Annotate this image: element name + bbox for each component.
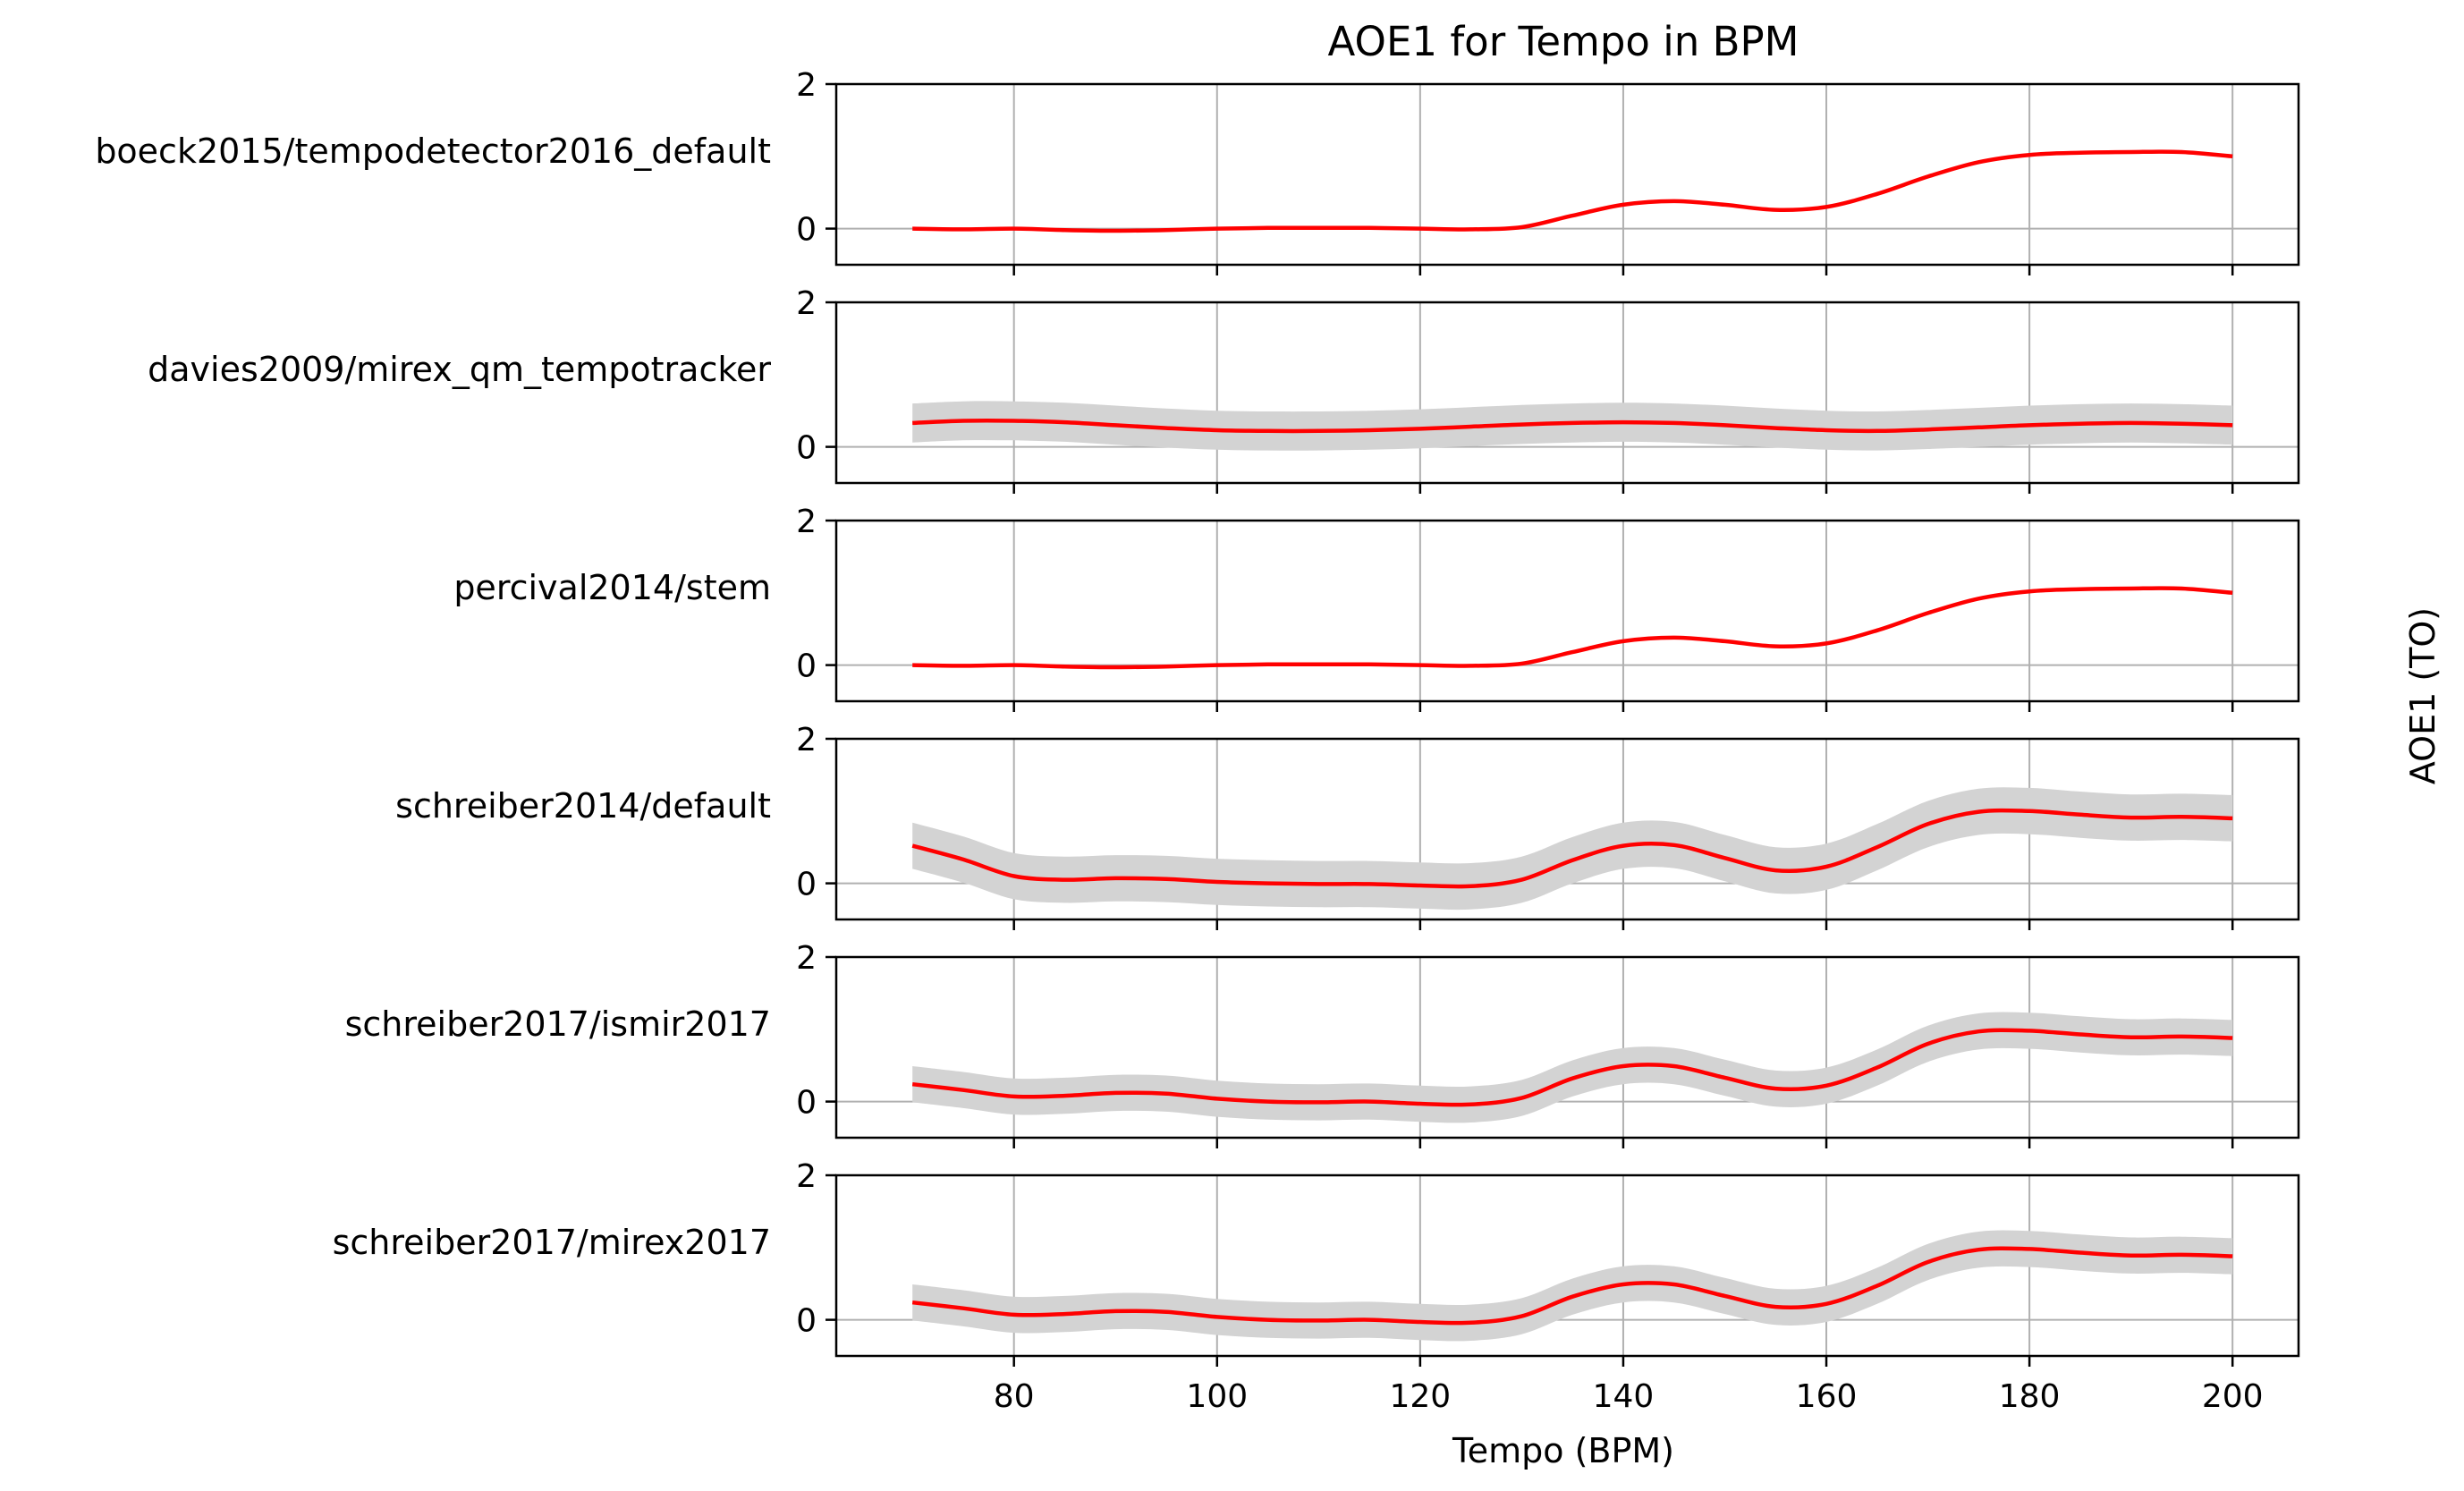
x-tick-label: 100 [1186, 1378, 1248, 1415]
panel-frame [834, 1173, 2300, 1358]
series-line [912, 149, 2233, 233]
y-tick-label: 2 [796, 940, 817, 977]
panel-label: davies2009/mirex_qm_tempotracker [148, 350, 771, 389]
confidence-band [912, 787, 2233, 911]
x-axis-label: Tempo (BPM) [1452, 1431, 1674, 1470]
x-tick-label: 180 [1999, 1378, 2061, 1415]
chart-title: AOE1 for Tempo in BPM [1328, 18, 1799, 65]
panels-group: 02boeck2015/tempodetector2016_default02d… [95, 67, 2300, 1415]
panel-label: schreiber2017/ismir2017 [345, 1004, 771, 1044]
panel: 0 2 schreiber2014/default [395, 722, 2300, 930]
y-tick-label: 2 [796, 722, 817, 758]
confidence-band [912, 1012, 2233, 1123]
series-line [911, 808, 2233, 889]
y-tick-label: 0 [796, 867, 817, 903]
y-tick-label: 0 [796, 1303, 817, 1340]
panel: 0 2 schreiber2017/ismir2017 [345, 940, 2300, 1148]
y-tick-label: 2 [796, 285, 817, 322]
x-tick-label: 200 [2202, 1378, 2264, 1415]
x-tick-label: 140 [1593, 1378, 1655, 1415]
panel-frame [834, 301, 2300, 485]
series-line [911, 1028, 2233, 1107]
y-tick-label: 2 [796, 1158, 817, 1195]
series-line [912, 418, 2233, 434]
panel-label: percival2014/stem [453, 568, 771, 607]
confidence-band [912, 1230, 2233, 1342]
plot-area [836, 521, 2299, 701]
plot-area [836, 84, 2299, 265]
y-tick-label: 0 [796, 212, 817, 249]
x-tick-label: 80 [994, 1378, 1035, 1415]
panel-frame [834, 737, 2300, 921]
x-tick-label: 160 [1796, 1378, 1858, 1415]
panel: 0 2 schreiber2017/mirex2017 [333, 1158, 2300, 1367]
confidence-band [912, 401, 2233, 451]
panel: 0 2 percival2014/stem [453, 504, 2300, 712]
y-tick-label: 2 [796, 67, 817, 104]
y-tick-label: 0 [796, 1085, 817, 1122]
series-line [912, 586, 2233, 670]
panel-frame [834, 955, 2300, 1139]
panel: 0 2 boeck2015/tempodetector2016_default [95, 67, 2300, 275]
y-tick-label: 0 [796, 648, 817, 685]
plot-area [836, 302, 2299, 483]
x-tick-label: 120 [1390, 1378, 1452, 1415]
panel-label: schreiber2017/mirex2017 [333, 1223, 771, 1262]
series-line [911, 1246, 2233, 1326]
y-axis-label: AOE1 (TO) [2403, 607, 2443, 784]
panel-frame [834, 82, 2300, 267]
y-tick-label: 0 [796, 430, 817, 467]
panel-label: schreiber2014/default [395, 786, 771, 826]
panel: 0 2 davies2009/mirex_qm_tempotracker [148, 285, 2300, 494]
panel-frame [834, 519, 2300, 703]
y-tick-label: 2 [796, 504, 817, 540]
panel-label: boeck2015/tempodetector2016_default [95, 131, 771, 171]
